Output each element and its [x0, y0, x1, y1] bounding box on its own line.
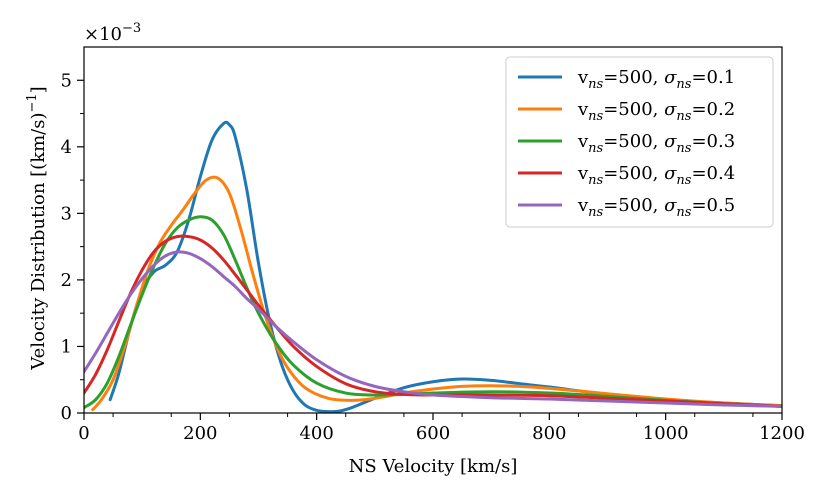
- x-axis: 0 200 400 600 800 1000 1200: [78, 413, 805, 444]
- y-tick-label: 4: [61, 137, 72, 158]
- legend-label-1: vns=500, σns=0.1: [577, 67, 735, 92]
- series-line-5: [84, 250, 782, 408]
- legend-label-3: vns=500, σns=0.3: [577, 131, 735, 156]
- series-line-3: [84, 215, 782, 410]
- y-axis-label-text: Velocity Distribution [(km/s): [28, 113, 49, 371]
- y-tick-label: 0: [61, 403, 72, 424]
- y-tick-label: 1: [61, 336, 72, 357]
- legend-box: [505, 56, 774, 228]
- legend-label-4: vns=500, σns=0.4: [577, 163, 735, 188]
- y-tick-label: 5: [61, 70, 72, 91]
- x-tick-label: 1000: [643, 423, 689, 444]
- x-tick-label: 400: [299, 423, 333, 444]
- x-tick-label: 200: [183, 423, 217, 444]
- y-axis-label-close: ]: [28, 86, 49, 93]
- y-tick-label: 3: [61, 203, 72, 224]
- x-tick-label: 0: [78, 423, 89, 444]
- y-axis-label: Velocity Distribution [(km/s)−1]: [25, 86, 49, 370]
- y-axis: 0 1 2 3 4 5: [61, 70, 84, 424]
- legend-label-5: vns=500, σns=0.5: [577, 195, 735, 220]
- legend: vns=500, σns=0.1 vns=500, σns=0.2 vns=500,…: [505, 56, 774, 228]
- x-axis-label: NS Velocity [km/s]: [349, 456, 518, 477]
- series-line-1: [108, 120, 782, 413]
- series-line-2: [91, 175, 782, 412]
- x-tick-label: 800: [532, 423, 566, 444]
- y-tick-label: 2: [61, 270, 72, 291]
- series-line-4: [84, 234, 782, 408]
- offset-exponent: −3: [122, 21, 141, 36]
- y-axis-label-exponent: −1: [25, 93, 40, 112]
- y-axis-offset-text: ×10−3: [84, 21, 141, 45]
- x-tick-label: 1200: [759, 423, 805, 444]
- plot-area: [84, 120, 782, 413]
- plot-frame: [83, 46, 783, 414]
- legend-label-2: vns=500, σns=0.2: [577, 99, 735, 124]
- x-tick-label: 600: [416, 423, 450, 444]
- offset-base: ×10: [84, 24, 122, 45]
